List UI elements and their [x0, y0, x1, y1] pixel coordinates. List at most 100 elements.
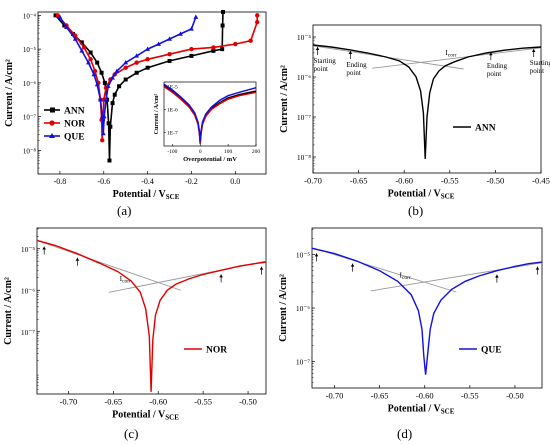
x-tick-label: -0.60 [416, 391, 434, 401]
x-axis-title: Potential / VSCE [388, 189, 455, 201]
y-tick-label: 10⁻⁵ [296, 251, 310, 260]
y-tick-label: 10⁻⁶ [297, 73, 311, 82]
legend-label: NOR [64, 120, 85, 130]
chart-b: -0.70 -0.65 -0.60 -0.55 -0.50 -0.45 10⁻⁸ 10⁻⁷ 10… [279, 24, 550, 201]
inset-x-tick-label: 0 [199, 149, 202, 155]
inset-y-tick-label: 1E-5 [167, 85, 178, 91]
data-point [108, 124, 113, 129]
annotation-label: Ending [346, 61, 367, 69]
y-tick-label: 10⁻⁶ [23, 80, 37, 88]
data-point [102, 80, 107, 85]
inset-y-tick-label: 1E-6 [167, 107, 178, 113]
x-tick-label: -0.55 [194, 397, 212, 407]
data-point [145, 46, 151, 51]
y-tick-label: 10⁻⁷ [296, 357, 310, 366]
data-point [221, 10, 226, 14]
y-tick-label: 10⁻⁶ [21, 286, 35, 295]
chart-a: -0.8 -0.6 -0.4 -0.2 0.0 10⁻⁸ 10⁻⁷ 10⁻⁶ 10⁻⁵ 10⁻⁴ P… [4, 10, 267, 201]
data-point [100, 138, 105, 143]
arrow-head [315, 47, 320, 50]
data-point [248, 38, 253, 43]
data-point [86, 60, 91, 65]
arrow-head [531, 49, 536, 52]
legend: ANN NOR QUE [44, 107, 85, 143]
inset-y-axis-title: Current / A/cm² [154, 93, 160, 134]
data-point [145, 65, 150, 70]
x-tick-label: -0.50 [487, 176, 505, 186]
inset-chart: -100 0 100 200 1E-7 1E-6 1E-5 Overpotential / m… [152, 76, 260, 168]
arrow-head [75, 257, 80, 261]
y-tick-label: 10⁻⁸ [297, 153, 311, 162]
data-point [178, 31, 183, 36]
x-axis-title: Potential / VSCE [112, 410, 179, 422]
data-point [145, 57, 150, 62]
data-point [79, 40, 84, 45]
arrow-head [219, 274, 223, 278]
x-tick-label: -0.55 [461, 391, 479, 401]
legend-label: ANN [64, 107, 85, 117]
data-point [233, 41, 238, 47]
y-tick-label: 10⁻⁵ [21, 245, 35, 254]
data-point [101, 114, 107, 119]
data-point [94, 81, 100, 87]
data-point [189, 26, 194, 31]
icorr-label: Icorr [120, 274, 132, 285]
x-tick-label: -0.70 [304, 176, 322, 186]
data-point [255, 13, 260, 18]
y-tick-label: 10⁻⁷ [21, 328, 35, 337]
icorr-label: Icorr [445, 48, 457, 59]
data-point [134, 53, 140, 58]
data-point [107, 158, 112, 163]
data-point [167, 58, 172, 63]
inset-x-tick-label: 200 [252, 149, 261, 155]
chart-c: -0.70 -0.65 -0.60 -0.55 -0.50 10⁻⁷ 10⁻⁶ 10⁻⁵ Pot… [3, 227, 267, 422]
data-point [99, 70, 104, 75]
data-point [91, 71, 97, 77]
data-point [88, 50, 93, 55]
data-point [123, 60, 129, 65]
data-point [117, 84, 122, 89]
y-tick-label: 10⁻⁸ [23, 147, 37, 155]
inset-y-tick-label: 1E-7 [167, 130, 178, 136]
x-tick-label: -0.45 [532, 176, 550, 186]
arrow-head [348, 51, 353, 54]
y-tick-label: 10⁻⁷ [23, 114, 37, 122]
data-point [114, 68, 120, 73]
plot-frame [36, 227, 267, 395]
data-point [134, 60, 139, 65]
data-point [189, 46, 194, 52]
y-axis-title: Current / A/cm² [278, 274, 289, 342]
x-tick-label: -0.65 [104, 397, 122, 407]
legend-marker [49, 120, 55, 126]
x-axis-title: Potential / VSCE [388, 404, 455, 416]
annotation-label: Ending [487, 62, 508, 70]
y-tick-label: 10⁻⁷ [297, 113, 311, 122]
legend-marker [50, 107, 55, 113]
inset-x-tick-label: -100 [167, 149, 177, 155]
annotation-label: point [530, 67, 544, 75]
data-point [110, 75, 115, 80]
y-tick-label: 10⁻⁵ [23, 46, 37, 54]
x-tick-label: -0.70 [60, 397, 78, 407]
arrow-head [489, 52, 493, 56]
data-point [189, 53, 194, 58]
annotation-label: point [346, 69, 360, 77]
inset-x-axis-title: Overpotential / mV [183, 156, 237, 163]
series-line-nor [36, 239, 267, 392]
arrow-head [535, 266, 540, 270]
data-point [255, 19, 260, 25]
chart-d: -0.70 -0.65 -0.60 -0.55 -0.50 10⁻⁷ 10⁻⁶ 10⁻⁵ Pot… [278, 227, 543, 416]
data-point [156, 41, 161, 46]
data-point [79, 48, 85, 53]
panel-label-a: (a) [117, 203, 132, 218]
data-point [95, 60, 100, 65]
x-tick-label: -0.50 [506, 391, 524, 401]
legend-label: QUE [64, 133, 85, 143]
legend-label: QUE [481, 346, 502, 356]
data-point [167, 51, 172, 57]
annotation-label: Starting [314, 57, 337, 65]
arrow-head [495, 274, 499, 278]
y-axis-title: Current / A/cm² [4, 59, 15, 127]
data-point [100, 130, 106, 136]
